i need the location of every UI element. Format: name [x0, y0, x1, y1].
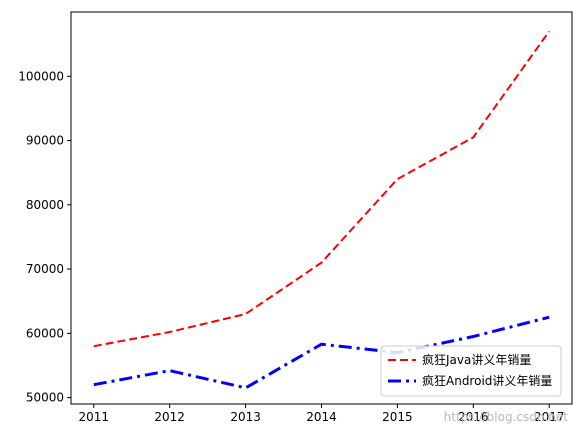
x-tick-label: 2014 — [306, 410, 337, 424]
series-line-1 — [93, 315, 550, 390]
x-tick-label: 2011 — [78, 410, 109, 424]
y-tick-label: 100000 — [18, 69, 64, 83]
x-tick-label: 2012 — [154, 410, 185, 424]
y-tick-label: 70000 — [26, 262, 64, 276]
y-tick-label: 50000 — [26, 391, 64, 405]
series-line-0 — [93, 30, 551, 348]
y-tick-label: 80000 — [26, 198, 64, 212]
x-axis: 2011 2012 2013 2014 2015 2016 2017 — [78, 404, 565, 424]
x-tick-label: 2017 — [534, 410, 565, 424]
series-layer — [93, 30, 551, 390]
y-axis: 50000 60000 70000 80000 90000 100000 — [18, 69, 71, 405]
legend: 疯狂Java讲义年销量 疯狂Android讲义年销量 — [380, 345, 562, 397]
x-tick-label: 2013 — [230, 410, 261, 424]
y-tick-label: 60000 — [26, 326, 64, 340]
legend-box — [380, 345, 562, 397]
legend-label-android: 疯狂Android讲义年销量 — [422, 373, 552, 388]
x-tick-label: 2015 — [382, 410, 413, 424]
legend-label-java: 疯狂Java讲义年销量 — [422, 352, 531, 367]
x-tick-label: 2016 — [458, 410, 489, 424]
y-tick-label: 90000 — [26, 134, 64, 148]
watermark: https://blog.csdn.net — [444, 410, 569, 424]
